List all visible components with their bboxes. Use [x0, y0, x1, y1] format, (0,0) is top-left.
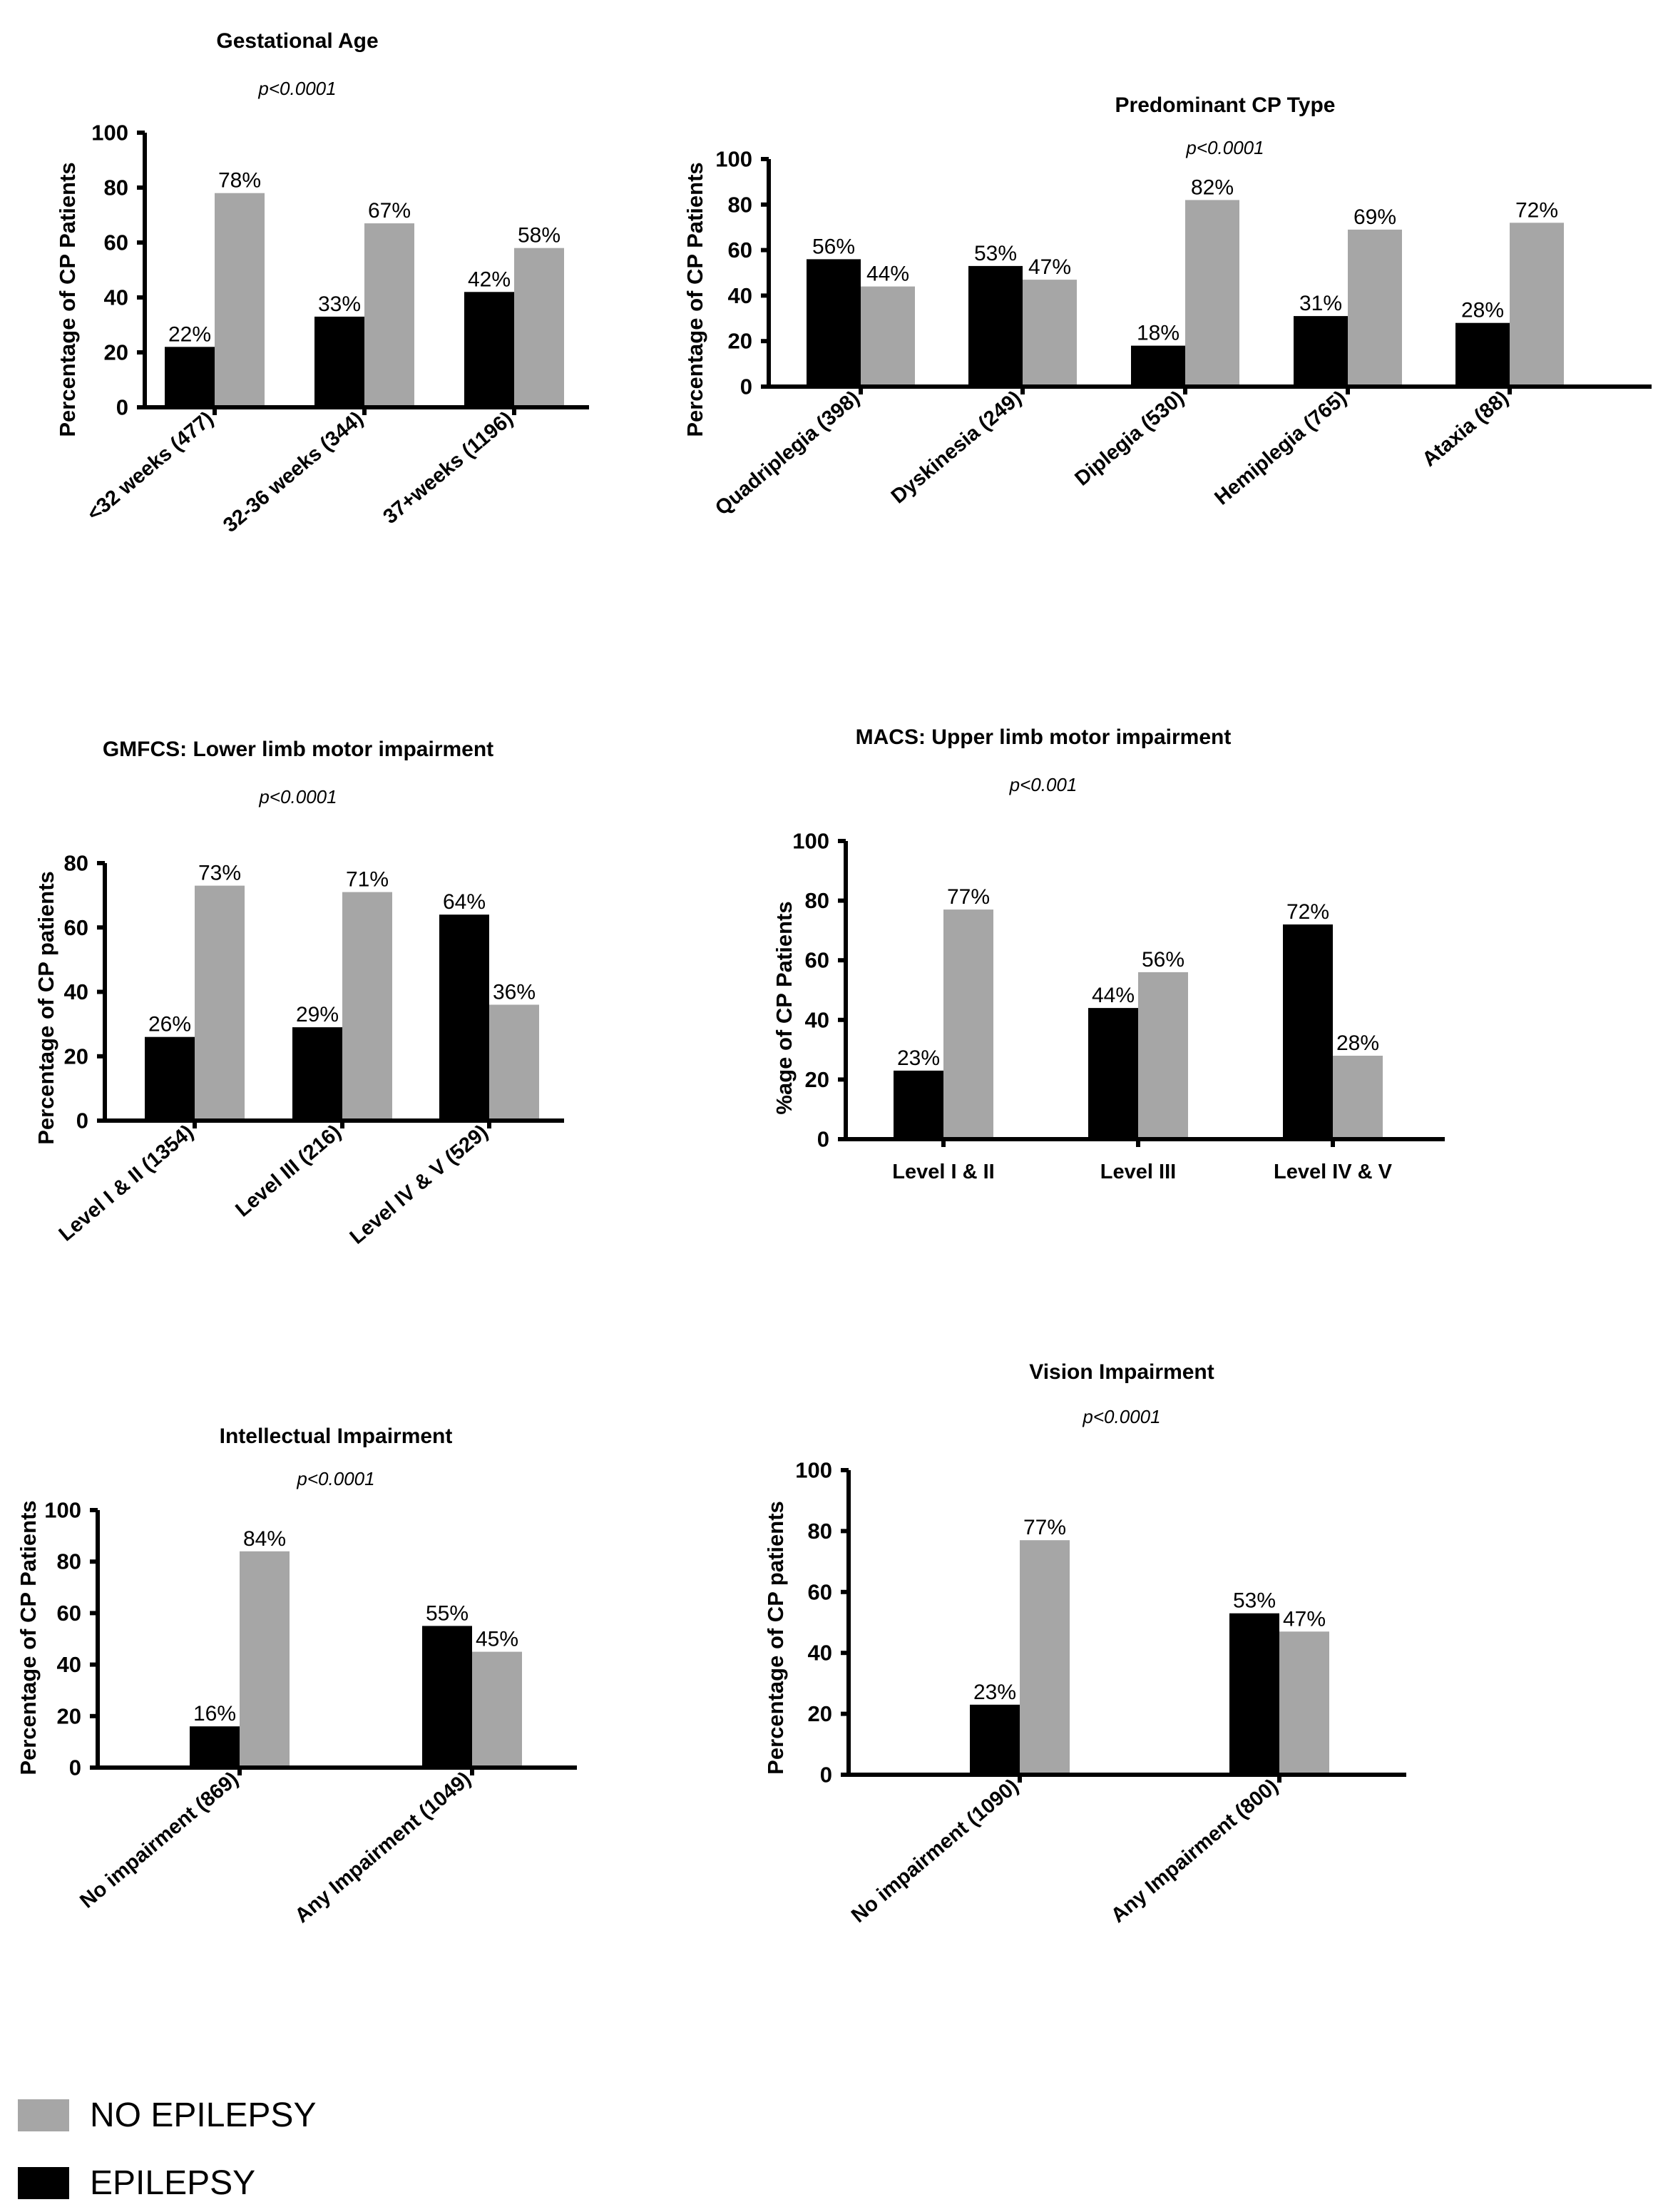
svg-text:20: 20	[104, 340, 128, 365]
svg-text:82%: 82%	[1191, 175, 1234, 199]
svg-text:100: 100	[715, 147, 752, 172]
svg-text:84%: 84%	[243, 1527, 286, 1551]
svg-text:100: 100	[44, 1498, 81, 1523]
svg-text:Intellectual Impairment: Intellectual Impairment	[220, 1424, 453, 1448]
svg-text:0: 0	[69, 1755, 81, 1780]
svg-text:p<0.0001: p<0.0001	[257, 78, 336, 99]
svg-text:56%: 56%	[812, 235, 855, 258]
svg-text:26%: 26%	[148, 1013, 191, 1036]
svg-text:p<0.0001: p<0.0001	[296, 1468, 374, 1489]
svg-text:80: 80	[808, 1519, 832, 1544]
svg-text:47%: 47%	[1028, 255, 1071, 279]
svg-text:60: 60	[728, 238, 752, 263]
svg-text:80: 80	[728, 192, 752, 217]
svg-text:80: 80	[57, 1549, 81, 1574]
svg-text:MACS: Upper limb motor impairm: MACS: Upper limb motor impairment	[856, 725, 1232, 749]
svg-text:56%: 56%	[1142, 948, 1184, 972]
svg-text:0: 0	[817, 1127, 829, 1152]
svg-text:20: 20	[728, 329, 752, 354]
svg-text:23%: 23%	[897, 1046, 940, 1070]
svg-text:28%: 28%	[1461, 299, 1504, 322]
svg-text:23%: 23%	[973, 1681, 1016, 1704]
svg-text:80: 80	[104, 175, 128, 200]
svg-text:%age of CP Patients: %age of CP Patients	[772, 901, 797, 1114]
svg-text:55%: 55%	[426, 1601, 469, 1625]
svg-text:0: 0	[116, 395, 128, 420]
svg-text:Level I & II: Level I & II	[892, 1161, 994, 1183]
svg-text:33%: 33%	[318, 292, 361, 316]
svg-text:72%: 72%	[1286, 900, 1329, 924]
svg-text:p<0.001: p<0.001	[1009, 774, 1078, 795]
svg-text:Percentage of CP patients: Percentage of CP patients	[34, 871, 58, 1145]
svg-text:53%: 53%	[974, 242, 1017, 265]
svg-text:GMFCS: Lower limb motor impair: GMFCS: Lower limb motor impairment	[103, 738, 493, 761]
svg-text:NO EPILEPSY: NO EPILEPSY	[90, 2096, 316, 2134]
svg-text:36%: 36%	[493, 981, 536, 1004]
svg-text:Vision Impairment: Vision Impairment	[1029, 1360, 1214, 1384]
svg-text:Percentage of CP Patients: Percentage of CP Patients	[16, 1500, 41, 1775]
svg-text:Percentage of CP patients: Percentage of CP patients	[763, 1501, 788, 1775]
svg-text:20: 20	[64, 1044, 88, 1069]
svg-text:100: 100	[792, 829, 829, 854]
svg-text:80: 80	[64, 851, 88, 876]
svg-text:77%: 77%	[1023, 1516, 1066, 1539]
svg-text:40: 40	[805, 1007, 829, 1032]
svg-text:71%: 71%	[346, 868, 389, 892]
svg-text:72%: 72%	[1515, 198, 1558, 222]
svg-text:16%: 16%	[193, 1702, 236, 1726]
svg-text:77%: 77%	[947, 885, 990, 909]
svg-text:60: 60	[104, 230, 128, 255]
svg-text:22%: 22%	[168, 322, 211, 346]
svg-text:42%: 42%	[468, 267, 511, 291]
svg-text:60: 60	[57, 1601, 81, 1626]
svg-text:18%: 18%	[1137, 322, 1179, 345]
svg-text:0: 0	[76, 1108, 88, 1133]
svg-text:29%: 29%	[296, 1003, 339, 1026]
svg-text:60: 60	[805, 948, 829, 973]
svg-text:100: 100	[91, 121, 128, 146]
svg-text:40: 40	[64, 979, 88, 1004]
svg-text:53%: 53%	[1233, 1589, 1276, 1613]
svg-text:40: 40	[104, 285, 128, 310]
svg-text:Gestational Age: Gestational Age	[216, 29, 378, 53]
svg-text:20: 20	[808, 1701, 832, 1726]
svg-text:p<0.0001: p<0.0001	[1082, 1406, 1160, 1427]
svg-text:69%: 69%	[1353, 205, 1396, 229]
svg-text:73%: 73%	[198, 862, 241, 885]
svg-text:0: 0	[740, 374, 752, 399]
svg-text:60: 60	[64, 915, 88, 940]
svg-text:45%: 45%	[476, 1628, 518, 1651]
svg-text:60: 60	[808, 1579, 832, 1604]
svg-text:78%: 78%	[218, 169, 261, 193]
svg-text:40: 40	[57, 1652, 81, 1677]
svg-text:40: 40	[808, 1641, 832, 1666]
svg-text:Predominant CP Type: Predominant CP Type	[1115, 93, 1336, 117]
svg-text:20: 20	[57, 1703, 81, 1728]
svg-text:47%: 47%	[1283, 1607, 1326, 1631]
svg-text:80: 80	[805, 888, 829, 913]
svg-text:p<0.0001: p<0.0001	[1185, 137, 1264, 158]
svg-text:44%: 44%	[1092, 984, 1135, 1007]
svg-text:0: 0	[820, 1763, 832, 1788]
svg-text:EPILEPSY: EPILEPSY	[90, 2164, 255, 2202]
svg-text:64%: 64%	[443, 890, 486, 914]
svg-text:28%: 28%	[1336, 1031, 1379, 1055]
svg-text:Percentage of CP Patients: Percentage of CP Patients	[55, 162, 80, 437]
svg-text:58%: 58%	[518, 224, 561, 248]
svg-text:20: 20	[805, 1067, 829, 1092]
svg-text:100: 100	[795, 1458, 832, 1483]
svg-text:p<0.0001: p<0.0001	[258, 786, 337, 807]
svg-text:67%: 67%	[368, 199, 411, 223]
svg-text:44%: 44%	[866, 263, 909, 286]
svg-text:31%: 31%	[1299, 292, 1342, 315]
svg-text:Percentage of CP Patients: Percentage of CP Patients	[682, 162, 707, 437]
svg-text:Level III: Level III	[1100, 1161, 1176, 1183]
svg-text:Level IV & V: Level IV & V	[1274, 1161, 1393, 1183]
svg-text:40: 40	[728, 283, 752, 308]
